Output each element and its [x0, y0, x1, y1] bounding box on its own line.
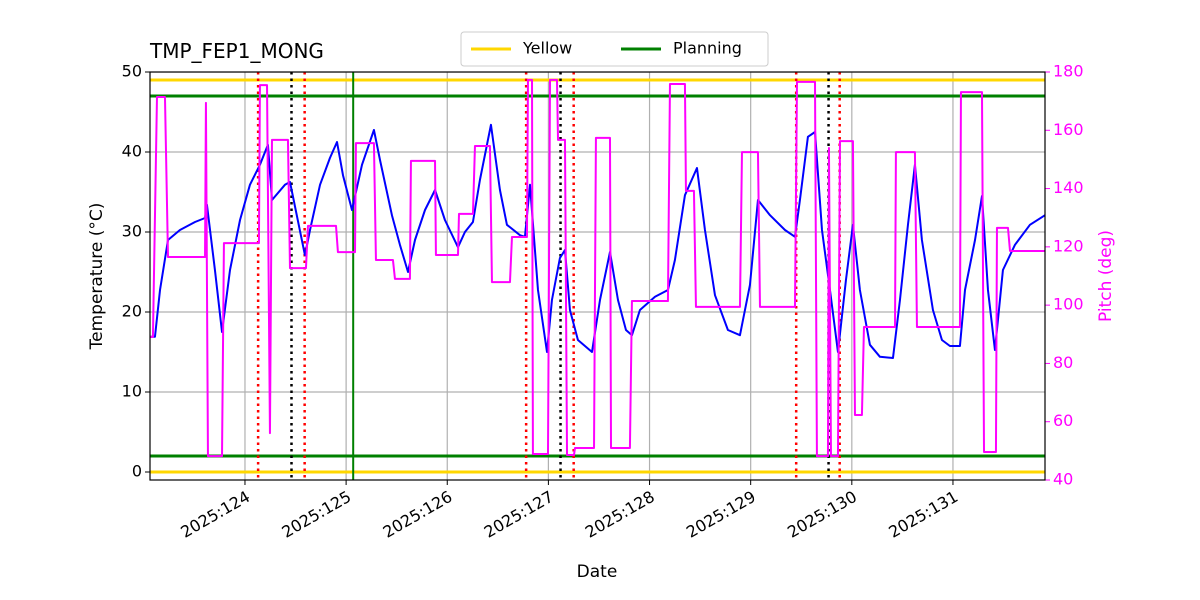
legend-label: Planning: [673, 39, 742, 58]
y2-tick-label: 180: [1053, 62, 1084, 81]
y2-tick-label: 120: [1053, 236, 1084, 255]
y2-tick-label: 80: [1053, 353, 1073, 372]
x-axis-label: Date: [577, 562, 618, 582]
y2-tick-label: 160: [1053, 120, 1084, 139]
y2-tick-label: 40: [1053, 470, 1073, 489]
legend: Yellow Planning: [460, 31, 769, 67]
y-tick-label: 20: [122, 302, 142, 321]
plot-area: [150, 72, 1045, 480]
y2-tick-label: 60: [1053, 411, 1073, 430]
y-tick-label: 0: [132, 462, 142, 481]
y-tick-label: 40: [122, 142, 142, 161]
y2-tick-label: 140: [1053, 178, 1084, 197]
y2-axis-label: Pitch (deg): [1096, 230, 1116, 322]
y2-tick-label: 100: [1053, 295, 1084, 314]
legend-box: [460, 31, 769, 67]
y-tick-label: 10: [122, 382, 142, 401]
plot-frame: [149, 71, 1046, 481]
y-axis-label: Temperature (°C): [87, 203, 107, 351]
chart-title: TMP_FEP1_MONG: [149, 39, 324, 63]
y-tick-label: 50: [122, 62, 142, 81]
legend-label: Yellow: [522, 39, 572, 58]
y-tick-label: 30: [122, 222, 142, 241]
series-line: [150, 78, 1045, 458]
